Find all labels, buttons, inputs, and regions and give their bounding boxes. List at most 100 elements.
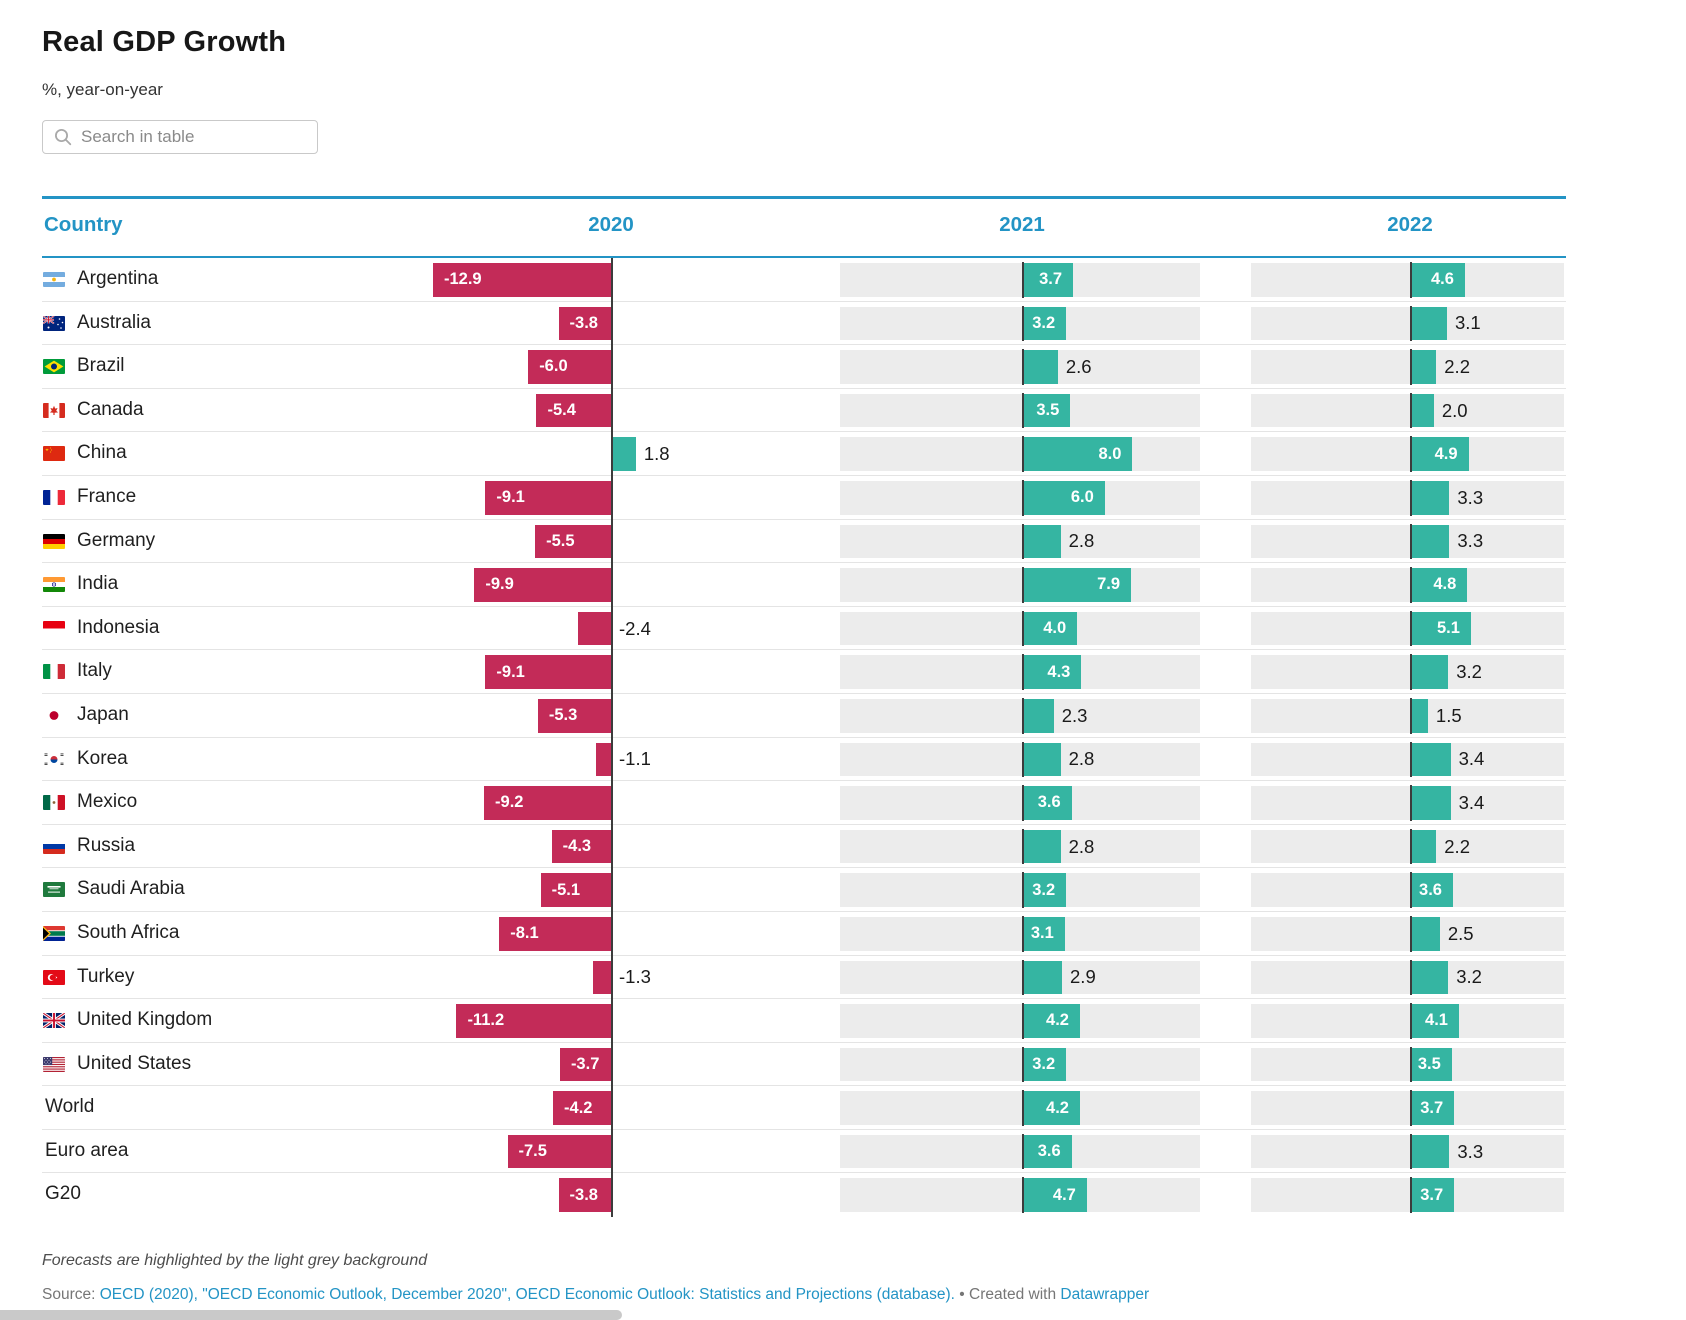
bar-label-2021: 3.5	[1036, 401, 1060, 420]
zero-axis-2022	[1410, 959, 1412, 996]
chart-subtitle: %, year-on-year	[42, 80, 163, 99]
country-name: G20	[45, 1183, 81, 1205]
zero-axis-2021	[1022, 305, 1024, 342]
forecast-cell-2021	[840, 1178, 1200, 1213]
bar-label-2020: -4.3	[562, 837, 592, 856]
forecast-cell-2022	[1251, 524, 1564, 559]
country-name: Brazil	[77, 355, 125, 377]
bar-2021-positive	[1022, 786, 1072, 820]
bar-label-2020: -1.3	[619, 966, 651, 988]
bar-label-2022: 2.2	[1444, 835, 1470, 857]
horizontal-scrollbar-thumb[interactable]	[0, 1310, 622, 1320]
forecast-cell-2022	[1251, 480, 1564, 515]
table-row: Japan -5.3 2.3 1.5	[42, 694, 1566, 738]
zero-axis-2022	[1410, 915, 1412, 952]
forecast-cell-2022	[1251, 568, 1564, 602]
column-header-country[interactable]: Country	[44, 213, 123, 236]
forecast-cell-2022	[1251, 611, 1564, 646]
forecast-cell-2021	[840, 437, 1200, 471]
column-header-2021[interactable]: 2021	[999, 213, 1045, 236]
country-name: Saudi Arabia	[77, 878, 185, 900]
bar-2021-positive	[1022, 568, 1132, 602]
forecast-cell-2021	[840, 568, 1200, 602]
forecast-cell-2021	[840, 480, 1200, 515]
forecast-cell-2021	[840, 916, 1200, 951]
bar-label-2022: 5.1	[1436, 619, 1460, 638]
country-name: Russia	[77, 834, 136, 856]
bar-2022-positive	[1410, 1091, 1455, 1125]
bar-2020-negative	[485, 480, 611, 515]
column-header-2022[interactable]: 2022	[1387, 213, 1433, 236]
zero-axis-2021	[1022, 872, 1024, 908]
zero-axis-2022	[1410, 1090, 1412, 1126]
bar-2022-positive	[1410, 568, 1468, 602]
bar-2022-positive	[1410, 350, 1437, 384]
bar-2021-positive	[1022, 916, 1065, 951]
zero-axis-2022	[1410, 567, 1412, 603]
table-row: United Kingdom -11.2 4.2 4.1	[42, 999, 1566, 1043]
forecast-cell-2021	[840, 873, 1200, 907]
source-citation-link[interactable]: OECD (2020), "OECD Economic Outlook, Dec…	[99, 1286, 955, 1303]
zero-axis-2022	[1410, 785, 1412, 821]
bar-2022-positive	[1410, 786, 1451, 820]
bar-label-2020: -1.1	[619, 748, 651, 770]
zero-axis-2022	[1410, 697, 1412, 734]
bar-label-2021: 4.2	[1046, 1011, 1069, 1030]
bar-2021-positive	[1022, 960, 1063, 995]
bar-2020-negative	[528, 350, 611, 384]
country-name: Australia	[77, 311, 151, 333]
bar-2022-positive	[1410, 829, 1437, 864]
bar-2020-negative	[540, 873, 611, 907]
bar-label-2020: -7.5	[518, 1142, 547, 1161]
bar-label-2022: 3.2	[1456, 966, 1482, 988]
bar-2022-positive	[1410, 437, 1469, 471]
search-input[interactable]	[79, 122, 313, 152]
bar-label-2021: 2.8	[1068, 530, 1095, 552]
korea-flag-icon	[43, 751, 65, 767]
bar-2021-positive	[1022, 1091, 1080, 1125]
table-row: Mexico -9.2 3.6 3.4	[42, 781, 1566, 825]
bar-2020-negative	[551, 829, 611, 864]
forecast-cell-2022	[1251, 829, 1564, 864]
bar-2020-positive	[611, 437, 636, 471]
forecast-cell-2021	[840, 306, 1200, 341]
bar-label-2021: 6.0	[1070, 488, 1094, 507]
forecast-cell-2021	[840, 524, 1200, 559]
column-header-2020[interactable]: 2020	[588, 213, 634, 236]
bar-2022-positive	[1410, 306, 1447, 341]
country-name: Mexico	[77, 791, 138, 813]
bar-label-2022: 3.3	[1457, 1140, 1484, 1162]
bar-2022-positive	[1410, 916, 1440, 951]
india-flag-icon	[43, 577, 65, 593]
zero-axis-2021	[1022, 1046, 1024, 1083]
bar-label-2021: 2.3	[1061, 704, 1088, 726]
forecast-cell-2022	[1251, 263, 1564, 297]
zero-axis-2021	[1022, 1003, 1024, 1039]
bar-label-2022: 3.7	[1420, 1185, 1444, 1204]
bar-label-2021: 8.0	[1098, 444, 1122, 463]
bar-2021-positive	[1022, 829, 1061, 864]
forecast-cell-2022	[1251, 1047, 1564, 1082]
bar-label-2021: 3.2	[1032, 313, 1056, 332]
country-name: Euro area	[45, 1139, 129, 1161]
bar-label-2022: 3.2	[1456, 661, 1482, 683]
china-flag-icon	[43, 446, 65, 462]
bar-2022-positive	[1410, 1178, 1455, 1213]
bar-2020-negative	[558, 1178, 611, 1213]
bar-2020-negative	[537, 698, 611, 733]
bar-2021-positive	[1022, 393, 1071, 428]
bar-2021-positive	[1022, 1004, 1080, 1038]
forecast-cell-2021	[840, 655, 1200, 689]
bar-2021-positive	[1022, 611, 1078, 646]
italy-flag-icon	[43, 664, 65, 680]
country-name: China	[77, 442, 127, 464]
zero-axis-2021	[1022, 436, 1024, 472]
germany-flag-icon	[43, 533, 65, 549]
forecast-cell-2021	[840, 742, 1200, 777]
datawrapper-link[interactable]: Datawrapper	[1060, 1286, 1150, 1303]
table-row: G20 -3.8 4.7 3.7	[42, 1173, 1566, 1217]
search-box	[42, 120, 318, 154]
bar-2022-positive	[1410, 1004, 1459, 1038]
table-row: Korea -1.1 2.8 3.4	[42, 738, 1566, 782]
zero-axis-2020	[611, 258, 613, 1218]
